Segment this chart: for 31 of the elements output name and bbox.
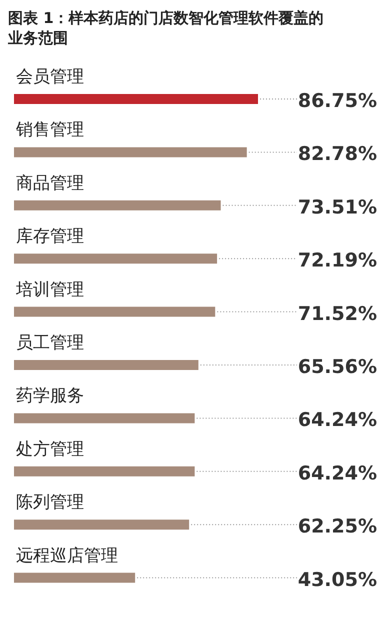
y-tick-label: 会员管理 <box>16 67 84 87</box>
bar <box>14 360 198 370</box>
data-label: 86.75% <box>298 90 377 112</box>
bar <box>14 306 216 317</box>
bar <box>14 254 218 264</box>
data-label: 82.78% <box>298 143 377 166</box>
bar <box>14 147 247 158</box>
y-tick-label: 培训管理 <box>15 280 84 300</box>
bar <box>14 94 258 104</box>
y-tick-label: 库存管理 <box>16 226 84 247</box>
y-tick-label: 员工管理 <box>16 333 84 353</box>
chart-title: 图表 1：样本药店的门店数智化管理软件覆盖的业务范围 <box>8 8 325 48</box>
data-label: 73.51% <box>298 196 377 218</box>
bar <box>14 466 195 476</box>
data-label: 43.05% <box>298 568 377 591</box>
bar <box>14 520 190 530</box>
data-label: 64.24% <box>298 409 377 432</box>
data-label: 64.24% <box>298 462 377 484</box>
y-tick-label: 商品管理 <box>16 173 84 194</box>
y-tick-label: 处方管理 <box>16 439 84 460</box>
bar <box>14 200 221 210</box>
data-label: 62.25% <box>298 516 377 538</box>
data-label: 71.52% <box>298 302 377 325</box>
bar <box>14 572 136 583</box>
y-tick-label: 远程巡店管理 <box>16 546 118 566</box>
y-tick-label: 销售管理 <box>15 120 84 140</box>
data-label: 65.56% <box>298 356 377 378</box>
data-label: 72.19% <box>298 250 377 272</box>
y-tick-label: 药学服务 <box>16 386 84 406</box>
bar <box>14 413 195 424</box>
y-tick-label: 陈列管理 <box>16 492 84 513</box>
